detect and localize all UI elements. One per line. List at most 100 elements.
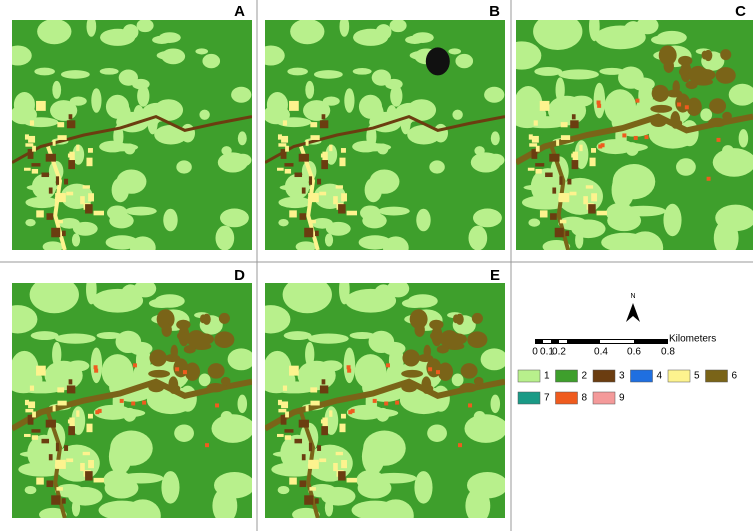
light-forest-patch bbox=[34, 68, 55, 76]
light-forest-patch bbox=[550, 25, 562, 32]
light-forest-patch bbox=[163, 209, 177, 232]
bare-patch bbox=[183, 370, 187, 374]
settlement-patch bbox=[88, 460, 94, 468]
scale-bar: Kilometers bbox=[535, 334, 716, 345]
settlement-patch bbox=[567, 179, 571, 185]
settlement-patch bbox=[88, 148, 93, 153]
farmland-patch bbox=[148, 382, 164, 392]
settlement-patch bbox=[69, 379, 73, 384]
farmland-patch bbox=[174, 385, 180, 391]
farmland-patch bbox=[401, 382, 417, 392]
light-forest-patch bbox=[305, 81, 314, 99]
light-forest-patch bbox=[481, 348, 508, 370]
settlement-patch bbox=[24, 434, 31, 437]
settlement-patch bbox=[68, 160, 75, 169]
settlement-patch bbox=[53, 405, 56, 411]
settlement-patch bbox=[294, 173, 302, 178]
settlement-patch bbox=[565, 231, 569, 236]
light-forest-patch bbox=[353, 29, 388, 46]
settlement-patch bbox=[299, 213, 306, 220]
settlement-patch bbox=[83, 185, 90, 188]
settlement-patch bbox=[76, 145, 79, 151]
settlement-patch bbox=[347, 478, 357, 483]
farmland-patch bbox=[686, 81, 698, 89]
farmland-patch bbox=[472, 313, 483, 324]
light-forest-patch bbox=[339, 16, 349, 37]
light-forest-patch bbox=[402, 299, 428, 308]
settlement-patch bbox=[304, 228, 313, 237]
bare-patch bbox=[597, 100, 601, 104]
settlement-patch bbox=[597, 211, 607, 216]
light-forest-patch bbox=[491, 131, 500, 145]
settlement-patch bbox=[309, 443, 312, 452]
farmland-patch bbox=[219, 313, 230, 324]
settlement-patch bbox=[41, 439, 49, 444]
scale-tick-label: 0.8 bbox=[661, 347, 675, 358]
settlement-patch bbox=[281, 136, 288, 143]
bare-patch bbox=[685, 105, 689, 109]
farmland-patch bbox=[208, 363, 225, 379]
light-forest-patch bbox=[212, 488, 237, 524]
light-forest-patch bbox=[98, 408, 146, 417]
settlement-patch bbox=[329, 145, 332, 151]
legend-swatch bbox=[518, 370, 540, 382]
farmland-patch bbox=[149, 349, 166, 366]
light-forest-patch bbox=[528, 219, 540, 227]
settlement-patch bbox=[550, 213, 557, 220]
light-forest-patch bbox=[326, 222, 351, 236]
light-forest-patch bbox=[179, 386, 197, 412]
settlement-patch bbox=[536, 146, 540, 152]
settlement-patch bbox=[302, 454, 306, 460]
legend-label: 3 bbox=[619, 371, 625, 382]
light-forest-patch bbox=[0, 305, 37, 333]
settlement-patch bbox=[86, 158, 92, 167]
light-forest-patch bbox=[320, 360, 342, 371]
settlement-patch bbox=[540, 101, 550, 111]
settlement-patch bbox=[28, 136, 35, 143]
settlement-patch bbox=[69, 152, 74, 162]
settlement-patch bbox=[56, 487, 63, 491]
bare-patch bbox=[131, 401, 135, 405]
light-forest-patch bbox=[484, 418, 507, 435]
bare-patch bbox=[428, 367, 432, 371]
scale-tick-label: 0.4 bbox=[594, 347, 608, 358]
light-forest-patch bbox=[231, 87, 251, 103]
light-forest-patch bbox=[632, 77, 655, 90]
settlement-patch bbox=[46, 420, 56, 428]
farmland-patch bbox=[424, 345, 431, 359]
light-forest-patch bbox=[228, 348, 255, 370]
settlement-patch bbox=[339, 424, 345, 433]
settlement-patch bbox=[294, 439, 302, 444]
legend-swatch bbox=[631, 370, 653, 382]
settlement-patch bbox=[341, 193, 347, 201]
cleared-patch bbox=[426, 47, 450, 75]
light-forest-patch bbox=[571, 219, 605, 238]
light-forest-patch bbox=[202, 54, 220, 68]
light-forest-patch bbox=[4, 46, 32, 66]
light-forest-patch bbox=[161, 471, 179, 504]
settlement-patch bbox=[277, 168, 284, 171]
settlement-patch bbox=[285, 169, 291, 174]
farmland-patch bbox=[467, 331, 487, 348]
settlement-patch bbox=[46, 213, 53, 220]
light-forest-patch bbox=[91, 88, 101, 113]
settlement-patch bbox=[306, 405, 309, 411]
settlement-patch bbox=[57, 122, 64, 127]
farmland-patch bbox=[676, 120, 682, 126]
settlement-patch bbox=[51, 228, 60, 237]
farmland-patch bbox=[214, 331, 234, 348]
farmland-patch bbox=[221, 377, 231, 386]
light-forest-patch bbox=[390, 19, 407, 32]
land-cover-map bbox=[251, 275, 508, 531]
light-forest-patch bbox=[345, 289, 396, 313]
light-forest-patch bbox=[174, 424, 194, 442]
settlement-patch bbox=[572, 114, 576, 119]
settlement-patch bbox=[56, 176, 59, 185]
legend-swatch bbox=[518, 392, 540, 404]
settlement-patch bbox=[329, 410, 332, 416]
light-forest-patch bbox=[97, 332, 122, 339]
settlement-patch bbox=[285, 412, 289, 418]
farmland-patch bbox=[720, 49, 731, 60]
legend-swatch bbox=[593, 392, 615, 404]
settlement-patch bbox=[333, 463, 338, 471]
